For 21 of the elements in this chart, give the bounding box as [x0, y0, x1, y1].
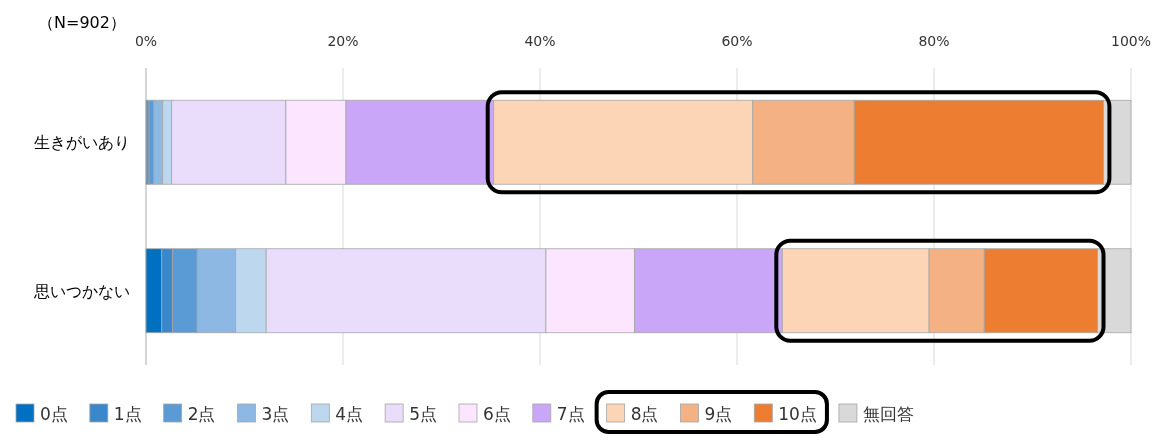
y-tick-label: 思いつかない — [33, 281, 130, 301]
x-tick-label: 40% — [524, 33, 556, 49]
y-tick-label: 生きがいあり — [34, 133, 130, 153]
legend-label: 3点 — [261, 404, 290, 424]
legend-label: 1点 — [113, 404, 142, 424]
x-tick-label: 80% — [918, 33, 950, 49]
legend-label: 8点 — [630, 404, 659, 424]
legend-label: 無回答 — [862, 404, 914, 424]
legend-label: 10点 — [778, 404, 817, 424]
x-tick-label: 20% — [327, 33, 359, 49]
legend-label: 4点 — [335, 404, 364, 424]
x-tick-label: 0% — [134, 33, 158, 49]
text: （N=902） — [38, 13, 126, 32]
x-tick-label: 100% — [1110, 33, 1152, 49]
legend-label: 9点 — [704, 404, 733, 424]
legend-label: 0点 — [40, 404, 68, 424]
legend-label: 5点 — [409, 404, 437, 424]
x-tick-label: 60% — [721, 33, 753, 49]
legend-label: 6点 — [482, 404, 511, 424]
legend-label: 7点 — [556, 404, 585, 424]
legend-label: 2点 — [187, 404, 216, 424]
